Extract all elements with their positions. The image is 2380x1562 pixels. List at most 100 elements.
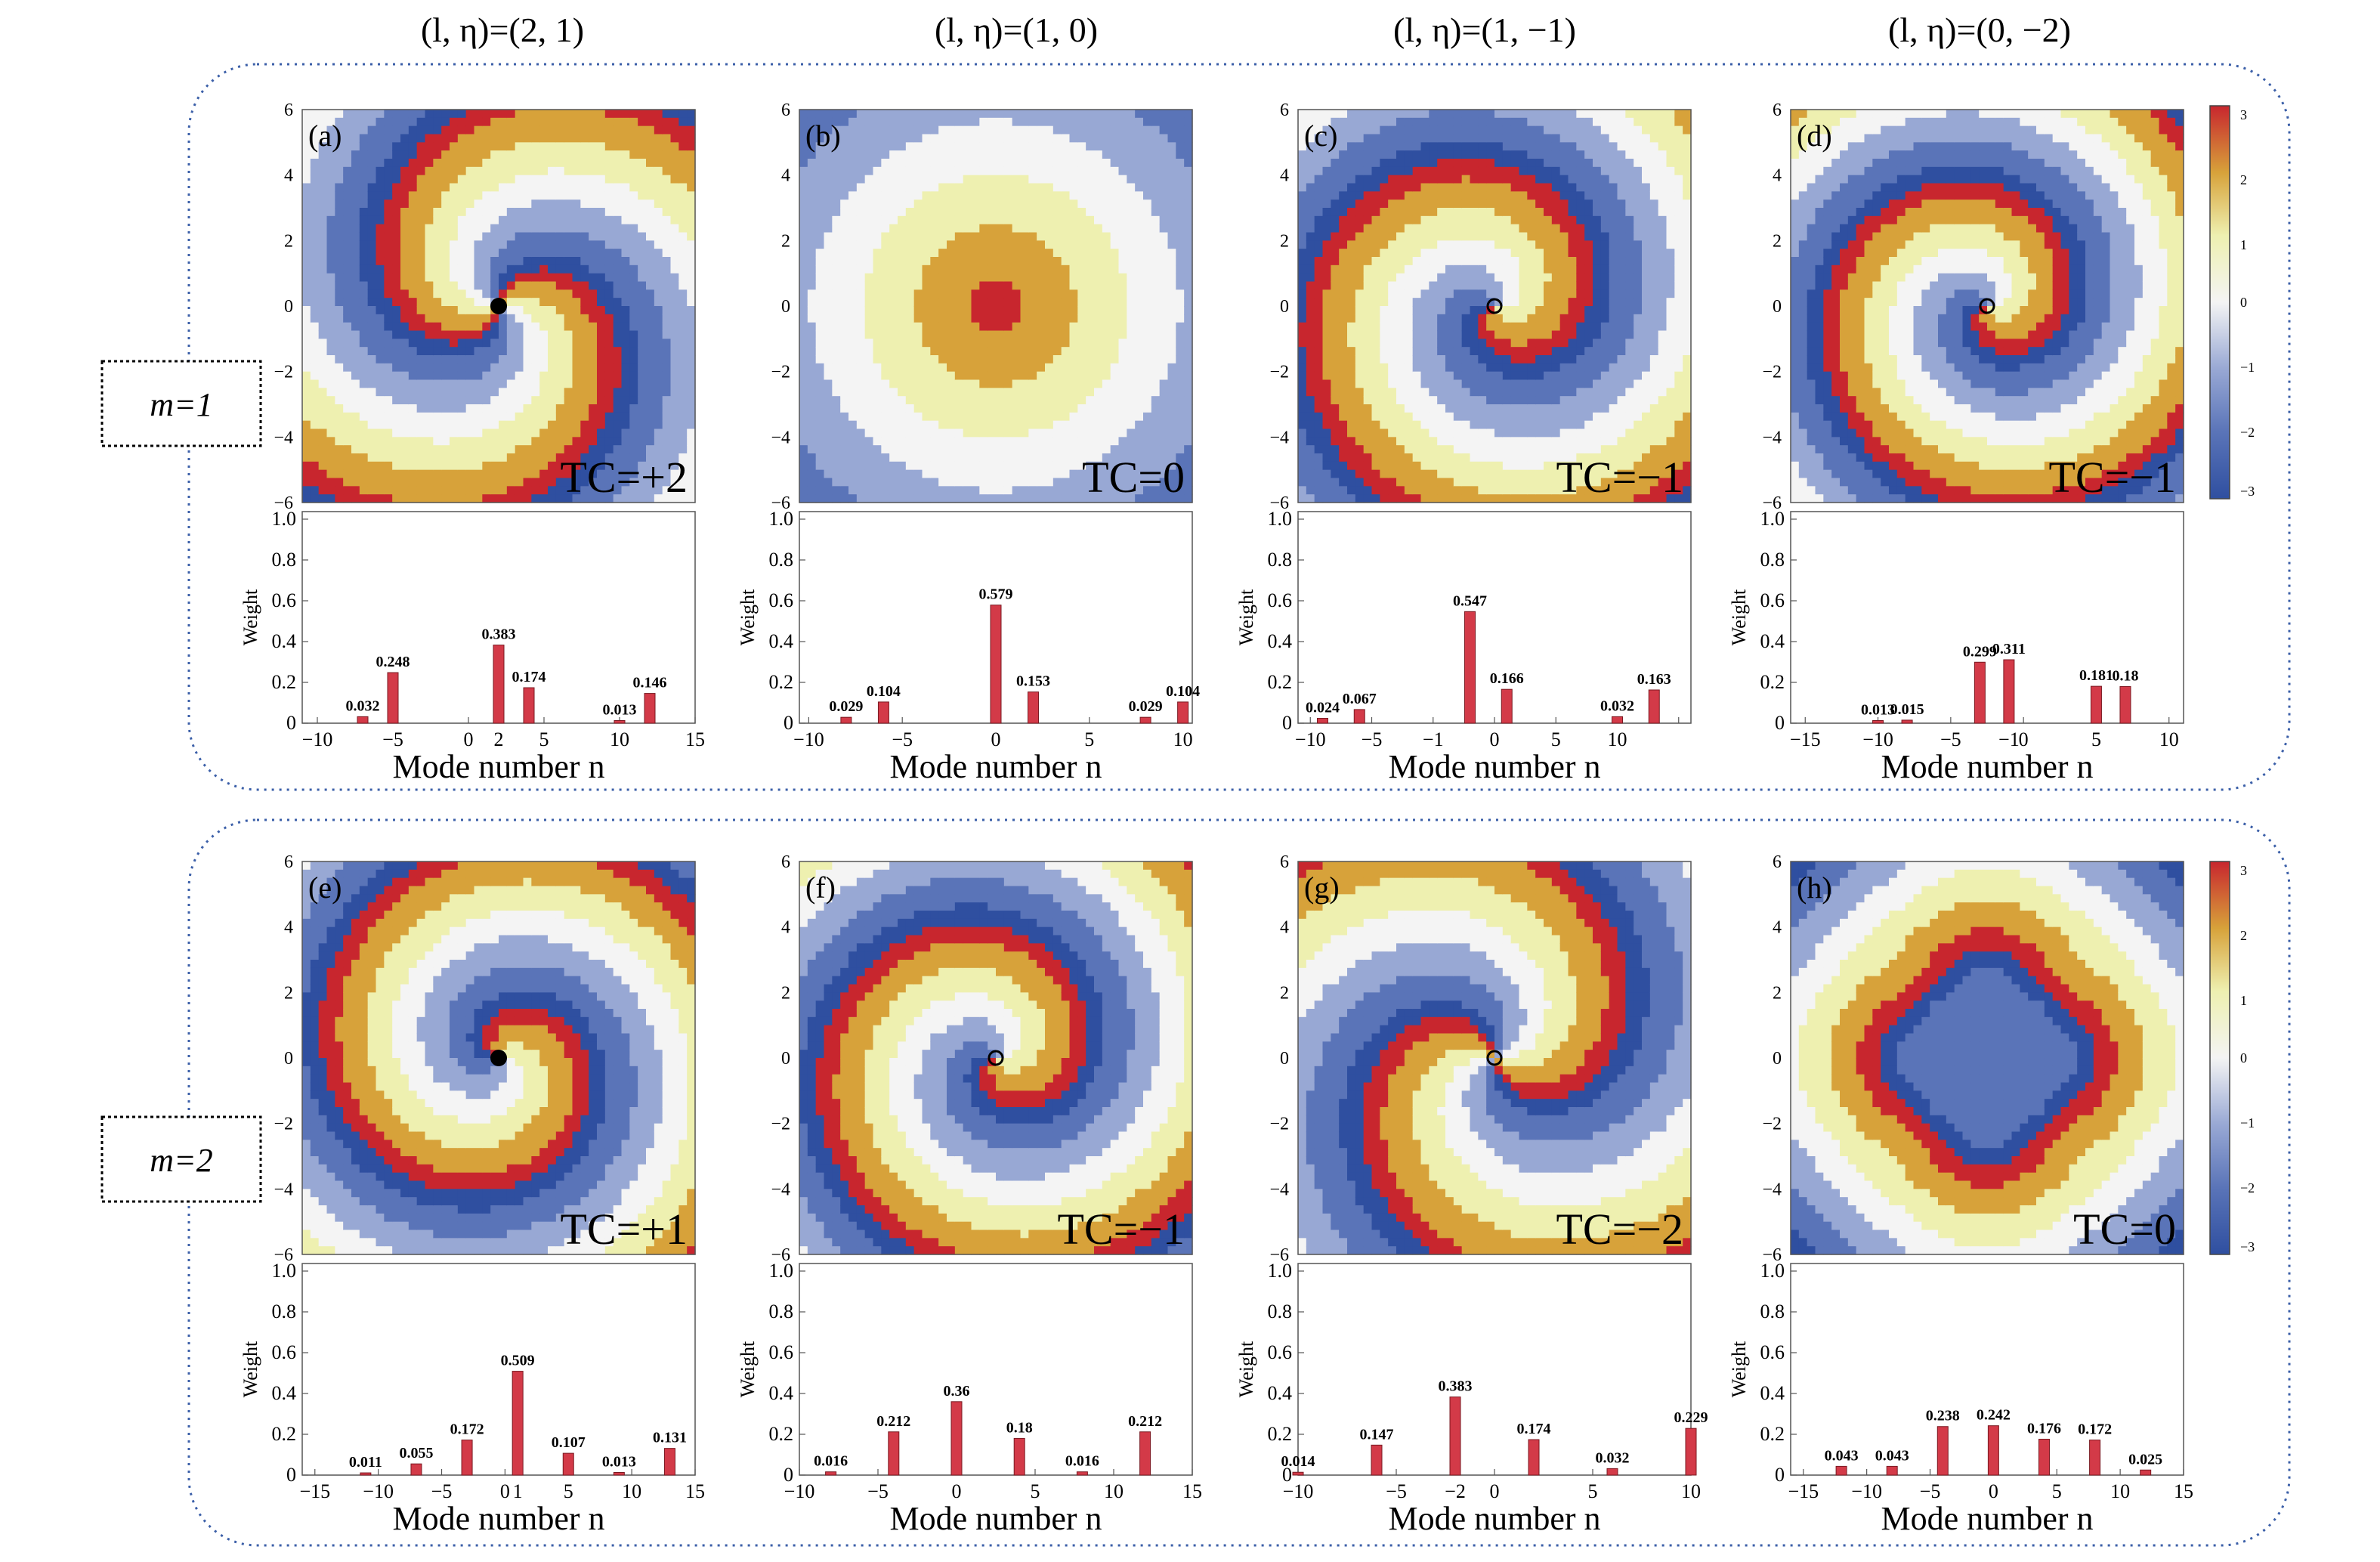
- phase-cell: [597, 208, 605, 216]
- phase-cell: [539, 118, 548, 126]
- phase-cell: [376, 257, 385, 265]
- phase-cell: [638, 298, 646, 306]
- phase-cell: [1331, 208, 1339, 216]
- phase-cell: [417, 265, 425, 274]
- phase-cell: [988, 372, 996, 380]
- phase-cell: [881, 159, 889, 167]
- phase-cell: [840, 445, 848, 453]
- phase-cell: [580, 413, 589, 421]
- phase-cell: [972, 339, 980, 347]
- phase-cell: [1160, 135, 1168, 143]
- phase-cell: [898, 306, 906, 314]
- phase-cell: [1315, 331, 1323, 339]
- phase-cell: [302, 347, 311, 355]
- phase-cell: [573, 347, 581, 355]
- phase-cell: [466, 200, 474, 208]
- phase-cell: [914, 233, 923, 241]
- phase-cell: [1298, 339, 1306, 347]
- phase-cell: [646, 298, 654, 306]
- phase-cell: [311, 282, 319, 290]
- phase-cell: [1306, 257, 1315, 265]
- phase-cell: [979, 453, 988, 462]
- phase-cell: [955, 233, 963, 241]
- phase-cell: [1143, 159, 1151, 167]
- phase-cell: [507, 208, 515, 216]
- phase-cell: [1168, 355, 1176, 363]
- phase-cell: [524, 306, 532, 314]
- phase-cell: [1119, 135, 1127, 143]
- phase-cell: [881, 289, 889, 298]
- phase-cell: [914, 265, 923, 274]
- phase-cell: [302, 462, 311, 470]
- phase-cell: [319, 298, 327, 306]
- phase-cell: [865, 339, 873, 347]
- phase-cell: [515, 298, 524, 306]
- phase-cell: [556, 289, 564, 298]
- phase-cell: [1298, 462, 1306, 470]
- phase-cell: [972, 282, 980, 290]
- phase-cell: [441, 282, 450, 290]
- phase-cell: [580, 216, 589, 224]
- phase-cell: [1045, 486, 1053, 494]
- phase-cell: [548, 135, 556, 143]
- phase-cell: [335, 265, 343, 274]
- phase-cell: [799, 233, 808, 241]
- phase-cell: [1037, 282, 1045, 290]
- phase-cell: [889, 396, 898, 404]
- phase-cell: [1184, 445, 1192, 453]
- tc-label: TC=+2: [560, 453, 688, 502]
- phase-cell: [417, 167, 425, 175]
- phase-cell: [1127, 421, 1135, 429]
- phase-cell: [1062, 224, 1070, 233]
- phase-cell: [351, 265, 360, 274]
- phase-cell: [930, 323, 938, 331]
- phase-cell: [865, 445, 873, 453]
- phase-cell: [425, 347, 434, 355]
- phase-cell: [1184, 224, 1192, 233]
- phase-cell: [988, 298, 996, 306]
- phase-cell: [865, 135, 873, 143]
- phase-cell: [351, 445, 360, 453]
- phase-cell: [824, 494, 833, 503]
- phase-cell: [433, 323, 441, 331]
- phase-cell: [1053, 298, 1062, 306]
- phase-cell: [482, 372, 490, 380]
- phase-cell: [1094, 289, 1102, 298]
- phase-cell: [1037, 191, 1045, 200]
- phase-cell: [963, 257, 972, 265]
- phase-cell: [425, 478, 434, 487]
- phase-cell: [923, 135, 931, 143]
- phase-cell: [1037, 380, 1045, 388]
- phase-cell: [1160, 274, 1168, 282]
- phase-cell: [1053, 150, 1062, 159]
- phase-cell: [1184, 208, 1192, 216]
- phase-cell: [515, 208, 524, 216]
- phase-cell: [1339, 233, 1347, 241]
- phase-cell: [351, 240, 360, 249]
- phase-cell: [302, 184, 311, 192]
- phase-cell: [605, 413, 614, 421]
- phase-cell: [1315, 388, 1323, 396]
- phase-cell: [848, 282, 857, 290]
- phase-cell: [832, 372, 840, 380]
- phase-cell: [1339, 429, 1347, 438]
- phase-cell: [384, 249, 392, 257]
- phase-cell: [988, 142, 996, 150]
- phase-cell: [441, 110, 450, 118]
- phase-cell: [1119, 289, 1127, 298]
- phase-cell: [319, 404, 327, 413]
- phase-cell: [848, 200, 857, 208]
- phase-cell: [848, 314, 857, 323]
- phase-cell: [466, 494, 474, 503]
- phase-cell: [1127, 135, 1135, 143]
- phase-cell: [955, 265, 963, 274]
- phase-cell: [1086, 167, 1094, 175]
- phase-cell: [799, 331, 808, 339]
- phase-cell: [1070, 142, 1078, 150]
- phase-cell: [881, 413, 889, 421]
- phase-cell: [865, 429, 873, 438]
- phase-cell: [832, 347, 840, 355]
- phase-cell: [351, 282, 360, 290]
- phase-cell: [417, 372, 425, 380]
- phase-cell: [930, 355, 938, 363]
